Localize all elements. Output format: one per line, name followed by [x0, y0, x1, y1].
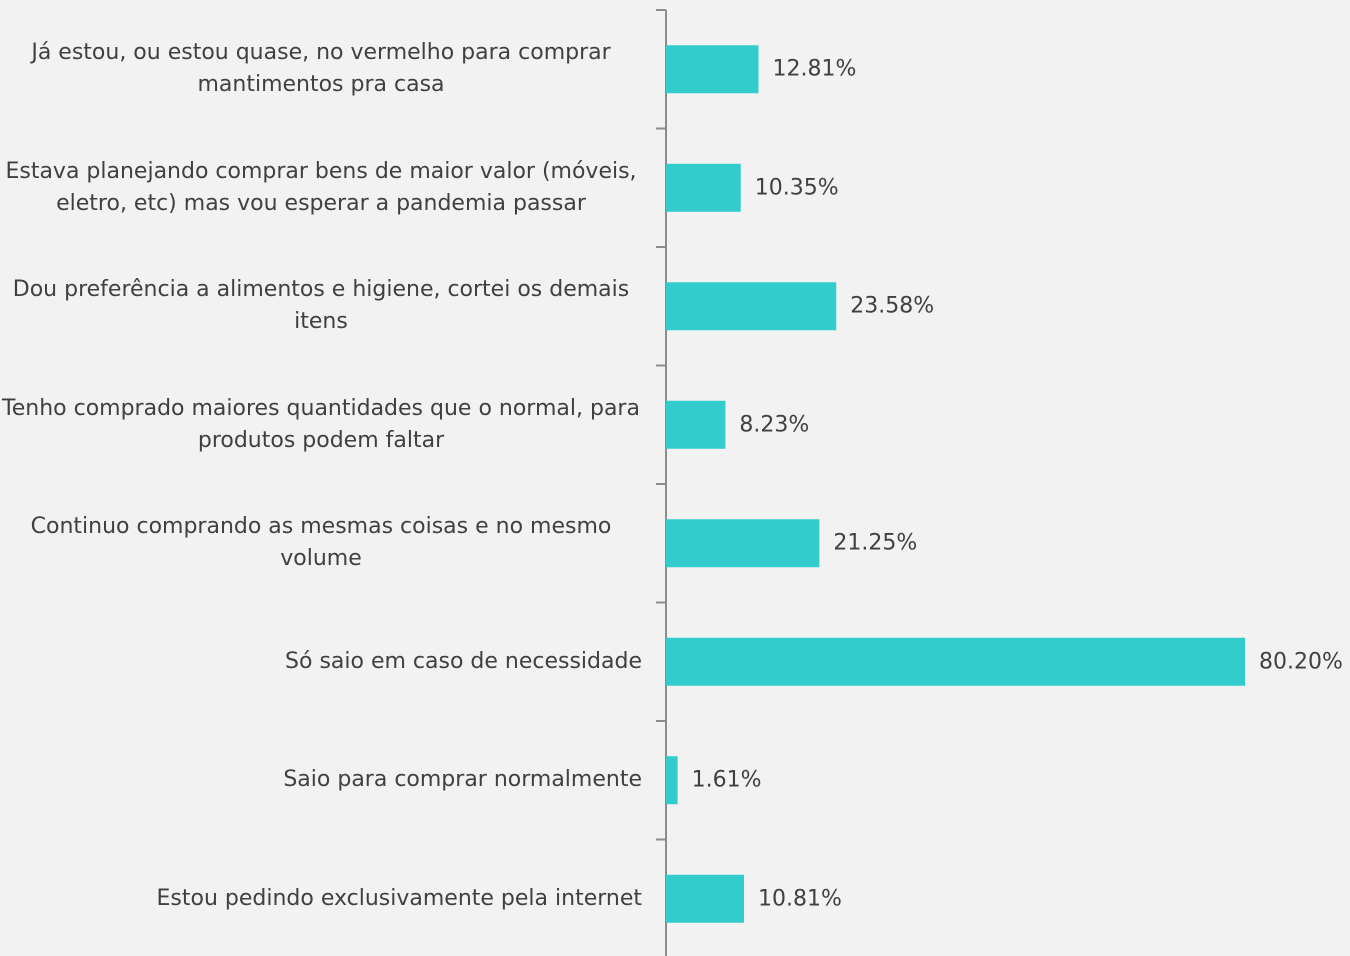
bar — [666, 45, 759, 94]
category-label-row: Dou preferência a alimentos e higiene, c… — [0, 274, 642, 338]
category-label: Já estou, ou estou quase, no vermelho pa… — [31, 40, 611, 98]
value-label: 8.23% — [739, 412, 810, 438]
value-label: 10.35% — [754, 175, 839, 201]
bar — [666, 874, 745, 923]
category-label-row: Já estou, ou estou quase, no vermelho pa… — [0, 37, 642, 101]
category-label: Só saio em caso de necessidade — [285, 648, 642, 674]
value-label: 1.61% — [691, 767, 762, 793]
value-label: 23.58% — [850, 293, 935, 319]
category-label: Estava planejando comprar bens de maior … — [5, 158, 637, 216]
value-label: 12.81% — [772, 56, 857, 82]
category-label: Continuo comprando as mesmas coisas e no… — [30, 514, 612, 572]
value-label: 80.20% — [1259, 649, 1343, 675]
category-label: Dou preferência a alimentos e higiene, c… — [12, 277, 630, 335]
value-label: 10.81% — [758, 886, 842, 912]
category-label: Tenho comprado maiores quantidades que o… — [2, 395, 640, 453]
bar — [666, 756, 678, 805]
value-label: 21.25% — [833, 530, 918, 556]
bar — [666, 637, 1246, 686]
bar — [666, 519, 820, 568]
category-label-row: Estou pedindo exclusivamente pela intern… — [0, 883, 642, 915]
category-label-row: Saio para comprar normalmente — [0, 764, 642, 796]
category-label-row: Continuo comprando as mesmas coisas e no… — [0, 511, 642, 575]
category-label-row: Tenho comprado maiores quantidades que o… — [0, 393, 642, 457]
bar — [666, 163, 741, 212]
bar — [666, 400, 726, 449]
category-label: Estou pedindo exclusivamente pela intern… — [156, 885, 642, 911]
bar — [666, 282, 837, 331]
category-label-row: Estava planejando comprar bens de maior … — [0, 156, 642, 220]
category-label: Saio para comprar normalmente — [283, 767, 642, 793]
category-label-row: Só saio em caso de necessidade — [0, 646, 642, 678]
